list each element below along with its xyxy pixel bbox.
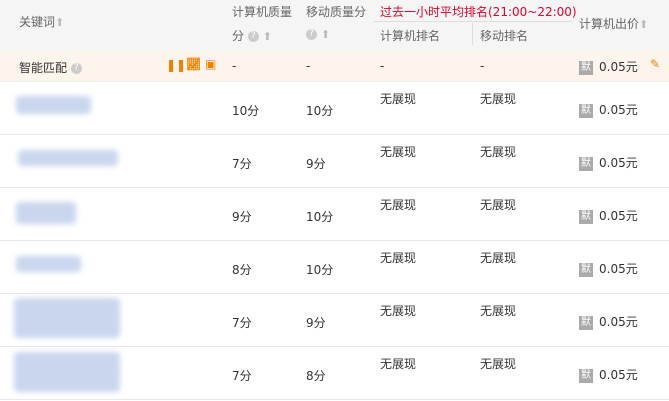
mobile-quality: 9分	[306, 157, 326, 171]
mobile-rank: 无展现	[480, 251, 517, 265]
pc-quality: 10分	[232, 104, 260, 118]
pc-bid[interactable]: 0.05元	[599, 209, 638, 223]
pc-rank: 无展现	[380, 357, 417, 371]
trend-chart-icon[interactable]: 📈︎	[186, 57, 202, 71]
keyword-blurred[interactable]	[14, 352, 120, 392]
smart-match-row: 智能匹配 ? ❚❚ 📈︎ ▣ - - - - 默 0.05元 ✎	[0, 51, 669, 82]
divider	[472, 23, 473, 45]
default-bid-icon: 默	[579, 315, 593, 330]
keyword-blurred[interactable]	[16, 256, 81, 272]
pc-bid[interactable]: 0.05元	[599, 315, 638, 329]
keyword-blurred[interactable]	[16, 96, 91, 114]
pc-quality: 8分	[232, 263, 252, 277]
pc-quality-header-2: 分	[232, 29, 245, 43]
pc-bid[interactable]: 0.05元	[599, 156, 638, 170]
pc-rank: 无展现	[380, 304, 417, 318]
pc-bid: 0.05元	[599, 60, 638, 74]
mobile-quality: 8分	[306, 369, 326, 383]
pc-bid-header: 计算机出价	[579, 17, 640, 31]
pc-bid[interactable]: 0.05元	[599, 368, 638, 382]
mobile-quality-header: 移动质量分	[306, 5, 367, 19]
help-icon[interactable]: ?	[247, 31, 259, 42]
mobile-quality: 10分	[306, 104, 334, 118]
default-bid-icon: 默	[579, 156, 593, 171]
keyword-header: 关键词	[19, 15, 56, 29]
divider	[374, 21, 572, 22]
report-icon[interactable]: ▣	[205, 57, 217, 71]
rank-group-header: 过去一小时平均排名(21:00~22:00)	[380, 5, 577, 19]
pc-bid[interactable]: 0.05元	[599, 103, 638, 117]
pc-quality: 7分	[232, 369, 252, 383]
table-row: 7分 8分 无展现 无展现 默 0.05元	[0, 347, 669, 400]
pause-icon[interactable]: ❚❚	[166, 58, 187, 72]
sort-up-icon[interactable]: ⬆	[262, 30, 272, 43]
table-row: 7分 9分 无展现 无展现 默 0.05元	[0, 294, 669, 347]
mobile-rank: 无展现	[480, 145, 517, 159]
table-row: 9分 10分 无展现 无展现 默 0.05元	[0, 188, 669, 241]
sort-up-icon: ⬆	[55, 16, 65, 29]
sort-up-icon: ⬆	[639, 18, 649, 31]
mobile-quality: 10分	[306, 210, 334, 224]
pc-quality-header: 计算机质量	[232, 5, 293, 19]
default-bid-icon: 默	[579, 368, 593, 383]
pc-rank: 无展现	[380, 92, 417, 106]
mobile-rank: -	[480, 59, 485, 73]
pc-bid[interactable]: 0.05元	[599, 262, 638, 276]
edit-pencil-icon[interactable]: ✎	[650, 57, 661, 71]
mobile-quality: 9分	[306, 316, 326, 330]
default-bid-icon: 默	[579, 262, 593, 277]
help-icon[interactable]: ?	[70, 63, 82, 74]
pc-quality: 9分	[232, 210, 252, 224]
sort-keyword[interactable]: 关键词⬆	[19, 13, 64, 30]
mobile-rank: 无展现	[480, 198, 517, 212]
default-bid-icon: 默	[579, 60, 593, 75]
keyword-blurred[interactable]	[14, 298, 120, 338]
keyword-blurred[interactable]	[18, 150, 118, 166]
mobile-quality: 10分	[306, 263, 334, 277]
sort-up-icon[interactable]: ⬆	[320, 28, 331, 41]
table-row: 8分 10分 无展现 无展现 默 0.05元	[0, 241, 669, 294]
mobile-rank: 无展现	[480, 304, 517, 318]
pc-quality: 7分	[232, 157, 252, 171]
mobile-quality: -	[306, 59, 311, 73]
pc-rank-header: 计算机排名	[380, 29, 441, 43]
mobile-rank-header: 移动排名	[480, 29, 529, 43]
table-row: 10分 10分 无展现 无展现 默 0.05元	[0, 82, 669, 135]
table-row: 7分 9分 无展现 无展现 默 0.05元	[0, 135, 669, 188]
help-icon[interactable]: ?	[306, 29, 317, 40]
default-bid-icon: 默	[579, 209, 593, 224]
smart-match-label: 智能匹配	[19, 61, 68, 75]
pc-rank: 无展现	[380, 251, 417, 265]
mobile-rank: 无展现	[480, 357, 517, 371]
pc-rank: 无展现	[380, 198, 417, 212]
pc-rank: 无展现	[380, 145, 417, 159]
pc-rank: -	[380, 59, 385, 73]
pc-quality: -	[232, 59, 237, 73]
mobile-rank: 无展现	[480, 92, 517, 106]
keyword-blurred[interactable]	[16, 202, 76, 224]
table-header: 关键词⬆ 计算机质量 分 ? ⬆ 移动质量分 ? ⬆ 过去一小时平均排名(21:…	[0, 0, 669, 51]
default-bid-icon: 默	[579, 103, 593, 118]
sort-pc-bid[interactable]: 计算机出价⬆	[579, 15, 648, 32]
pc-quality: 7分	[232, 316, 252, 330]
